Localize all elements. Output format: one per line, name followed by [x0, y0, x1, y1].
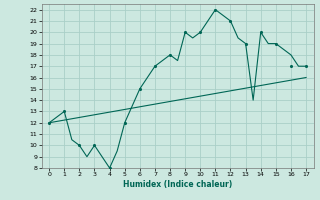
- Point: [107, 166, 112, 170]
- X-axis label: Humidex (Indice chaleur): Humidex (Indice chaleur): [123, 180, 232, 189]
- Point: [77, 144, 82, 147]
- Point: [122, 121, 127, 124]
- Point: [92, 144, 97, 147]
- Point: [198, 31, 203, 34]
- Point: [47, 121, 52, 124]
- Point: [213, 8, 218, 11]
- Point: [273, 42, 278, 45]
- Point: [167, 53, 172, 56]
- Point: [303, 65, 308, 68]
- Point: [183, 31, 188, 34]
- Point: [258, 31, 263, 34]
- Point: [228, 19, 233, 23]
- Point: [152, 65, 157, 68]
- Point: [137, 87, 142, 90]
- Point: [62, 110, 67, 113]
- Point: [288, 65, 293, 68]
- Point: [243, 42, 248, 45]
